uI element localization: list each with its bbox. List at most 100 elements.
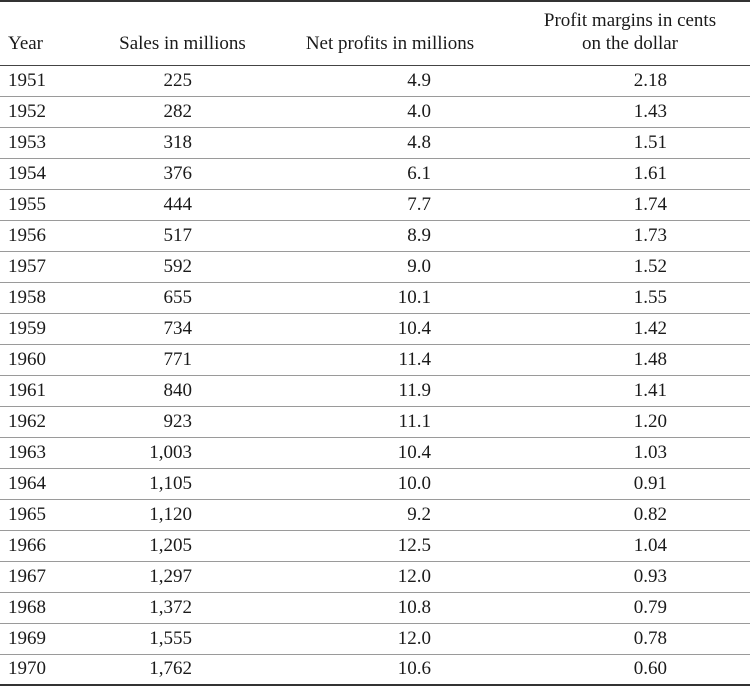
cell-sales: 444 [163,193,193,215]
header-net-profits: Net profits in millions [305,32,475,54]
table-row: 1963 1,003 10.4 1.03 [0,437,750,468]
cell-year: 1964 [8,472,46,494]
cell-year: 1962 [8,410,46,432]
cell-sales: 592 [163,255,193,277]
cell-profit-margin: 0.60 [633,658,667,680]
cell-year: 1952 [8,100,46,122]
cell-profit-margin: 0.78 [633,627,667,649]
cell-net-profit: 11.4 [398,348,431,370]
cell-net-profit: 9.2 [407,503,431,525]
cell-sales: 1,372 [149,596,192,618]
cell-year: 1953 [8,131,46,153]
cell-net-profit: 9.0 [407,255,431,277]
cell-profit-margin: 1.43 [633,100,667,122]
cell-net-profit: 12.0 [397,627,431,649]
header-sales: Sales in millions [119,32,246,54]
cell-net-profit: 10.4 [397,441,431,463]
table-row: 1969 1,555 12.0 0.78 [0,623,750,654]
cell-sales: 282 [163,100,193,122]
table-row: 1964 1,105 10.0 0.91 [0,468,750,499]
table-row: 1960 771 11.4 1.48 [0,344,750,375]
cell-sales: 517 [163,224,193,246]
cell-net-profit: 4.8 [407,131,431,153]
cell-profit-margin: 1.42 [633,317,667,339]
cell-net-profit: 10.0 [397,472,431,494]
cell-net-profit: 10.8 [397,596,431,618]
cell-net-profit: 4.9 [407,69,431,91]
cell-profit-margin: 0.91 [633,472,667,494]
cell-profit-margin: 0.82 [633,503,667,525]
table-row: 1956 517 8.9 1.73 [0,220,750,251]
cell-net-profit: 10.4 [397,317,431,339]
cell-net-profit: 11.1 [398,410,431,432]
cell-profit-margin: 1.55 [633,286,667,308]
cell-sales: 1,003 [149,441,192,463]
table-row: 1953 318 4.8 1.51 [0,127,750,158]
header-row: Year Sales in millions Net profits in mi… [0,1,750,65]
cell-profit-margin: 1.61 [633,162,667,184]
header-year: Year [8,32,44,54]
table-row: 1965 1,120 9.2 0.82 [0,499,750,530]
cell-sales: 318 [163,131,193,153]
cell-year: 1966 [8,534,46,556]
cell-year: 1965 [8,503,46,525]
cell-sales: 1,105 [149,472,192,494]
cell-profit-margin: 1.73 [633,224,667,246]
table-row: 1957 592 9.0 1.52 [0,251,750,282]
cell-net-profit: 12.0 [397,565,431,587]
cell-year: 1967 [8,565,46,587]
header-profit-margins: Profit margins in cents on the dollar [510,1,750,65]
cell-sales: 840 [163,379,193,401]
cell-year: 1969 [8,627,46,649]
cell-sales: 734 [163,317,193,339]
cell-net-profit: 10.6 [397,658,431,680]
cell-year: 1959 [8,317,46,339]
cell-year: 1951 [8,69,46,91]
cell-sales: 1,120 [149,503,192,525]
table-row: 1967 1,297 12.0 0.93 [0,561,750,592]
cell-year: 1954 [8,162,46,184]
header-profit-margins-line2: on the dollar [581,32,679,54]
cell-sales: 1,297 [149,565,192,587]
cell-net-profit: 4.0 [407,100,431,122]
table-header: Year Sales in millions Net profits in mi… [0,1,750,65]
table-row: 1952 282 4.0 1.43 [0,96,750,127]
cell-net-profit: 7.7 [407,193,431,215]
cell-sales: 655 [163,286,193,308]
cell-net-profit: 8.9 [407,224,431,246]
cell-net-profit: 10.1 [397,286,431,308]
cell-year: 1956 [8,224,46,246]
table-row: 1958 655 10.1 1.55 [0,282,750,313]
cell-year: 1957 [8,255,46,277]
table-row: 1962 923 11.1 1.20 [0,406,750,437]
cell-year: 1958 [8,286,46,308]
cell-net-profit: 11.9 [398,379,431,401]
cell-sales: 225 [163,69,193,91]
cell-profit-margin: 1.74 [633,193,667,215]
cell-profit-margin: 1.48 [633,348,667,370]
cell-net-profit: 6.1 [407,162,431,184]
table-row: 1968 1,372 10.8 0.79 [0,592,750,623]
table-row: 1966 1,205 12.5 1.04 [0,530,750,561]
cell-profit-margin: 0.93 [633,565,667,587]
cell-sales: 1,205 [149,534,192,556]
cell-profit-margin: 1.04 [633,534,667,556]
table-row: 1954 376 6.1 1.61 [0,158,750,189]
cell-sales: 771 [163,348,193,370]
cell-profit-margin: 1.52 [633,255,667,277]
table-row: 1970 1,762 10.6 0.60 [0,654,750,685]
cell-profit-margin: 1.41 [633,379,667,401]
cell-sales: 1,555 [149,627,192,649]
cell-profit-margin: 1.51 [633,131,667,153]
cell-profit-margin: 1.03 [633,441,667,463]
cell-profit-margin: 0.79 [633,596,667,618]
cell-net-profit: 12.5 [397,534,431,556]
cell-year: 1963 [8,441,46,463]
cell-profit-margin: 2.18 [633,69,667,91]
cell-year: 1960 [8,348,46,370]
header-profit-margins-line1: Profit margins in cents [543,9,717,31]
cell-year: 1970 [8,658,46,680]
cell-year: 1968 [8,596,46,618]
